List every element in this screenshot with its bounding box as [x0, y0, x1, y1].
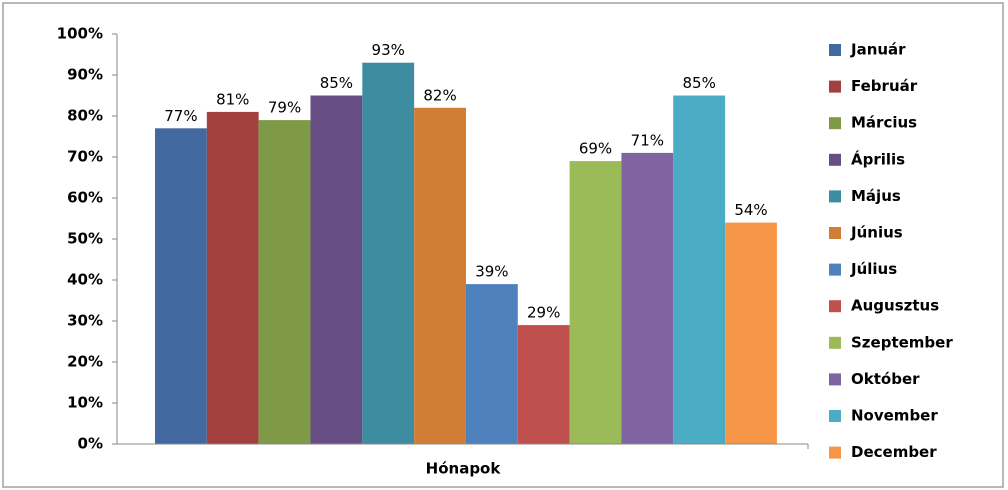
x-axis-label: Hónapok: [426, 460, 502, 478]
legend-label: Június: [850, 224, 903, 242]
legend-label: November: [851, 407, 938, 425]
legend-label: Július: [850, 260, 897, 278]
legend-label: Február: [851, 77, 918, 95]
legend-swatch: [829, 44, 841, 56]
data-label: 71%: [631, 131, 664, 149]
legend-label: December: [851, 443, 937, 461]
legend-swatch: [829, 263, 841, 276]
legend-label: Szeptember: [851, 333, 953, 351]
y-tick-label: 30%: [67, 312, 103, 330]
legend-label: Május: [851, 187, 901, 205]
data-label: 82%: [423, 86, 456, 104]
legend-swatch: [829, 153, 841, 166]
legend-label: Augusztus: [851, 297, 939, 315]
bar: [725, 222, 777, 444]
legend-swatch: [829, 300, 841, 313]
bar: [155, 128, 207, 445]
data-label: 93%: [372, 41, 405, 59]
y-tick-label: 100%: [57, 25, 103, 43]
data-label: 85%: [682, 74, 715, 92]
bar: [362, 62, 415, 444]
y-tick-label: 0%: [78, 435, 103, 453]
bar: [673, 95, 726, 444]
bar: [206, 111, 259, 445]
data-label: 39%: [475, 263, 508, 281]
legend-swatch: [829, 373, 841, 386]
bar: [414, 107, 466, 445]
bar: [517, 325, 570, 444]
y-tick-label: 20%: [67, 353, 103, 371]
legend-swatch: [829, 227, 841, 239]
bar: [465, 284, 518, 444]
data-label: 79%: [268, 99, 301, 117]
data-label: 81%: [216, 90, 249, 108]
y-tick-label: 50%: [67, 230, 103, 248]
legend-swatch: [829, 336, 841, 349]
bar: [569, 161, 622, 444]
legend-label: Október: [851, 370, 920, 388]
y-tick-label: 90%: [67, 66, 103, 84]
legend-swatch: [829, 80, 841, 93]
legend-label: Március: [851, 114, 917, 132]
data-label: 69%: [579, 140, 612, 158]
data-label: 29%: [527, 304, 560, 322]
y-tick-label: 40%: [67, 271, 103, 289]
y-tick-label: 80%: [67, 107, 103, 125]
legend-swatch: [829, 446, 841, 459]
bar: [310, 95, 363, 444]
y-tick-label: 70%: [67, 148, 103, 166]
legend-label: Január: [850, 41, 906, 59]
data-label: 85%: [320, 74, 353, 92]
bar: [621, 152, 674, 444]
y-tick-label: 10%: [67, 394, 103, 412]
data-label: 77%: [164, 107, 197, 125]
legend-swatch: [829, 190, 841, 203]
y-tick-label: 60%: [67, 189, 103, 207]
legend-label: Április: [851, 149, 905, 168]
bar: [258, 120, 311, 444]
legend-swatch: [829, 117, 841, 130]
data-label: 54%: [734, 201, 767, 219]
legend-swatch: [829, 410, 841, 422]
